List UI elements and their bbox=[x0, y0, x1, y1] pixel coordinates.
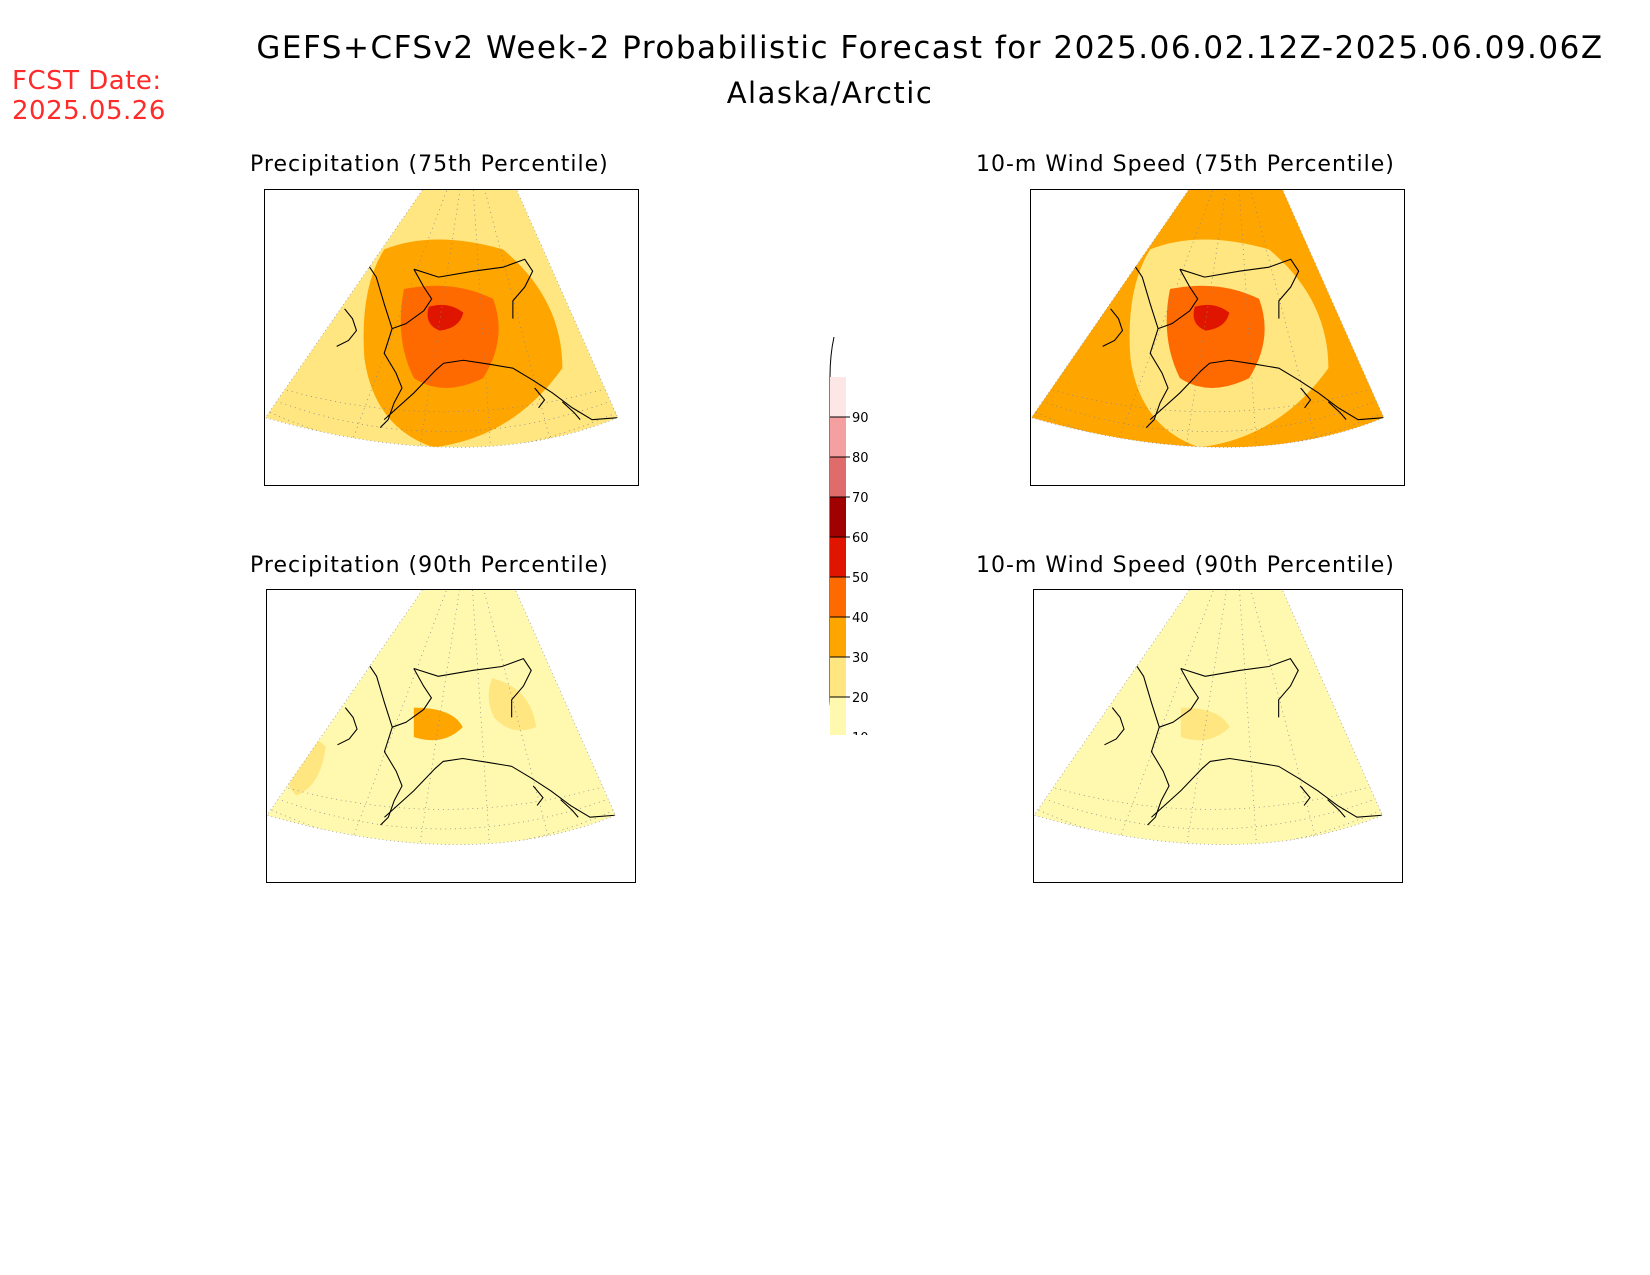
colorbar-box bbox=[830, 377, 846, 417]
graticule bbox=[267, 767, 616, 810]
coastline bbox=[384, 757, 616, 818]
map-contour bbox=[427, 304, 464, 331]
colorbar-box bbox=[830, 577, 846, 617]
graticule bbox=[1034, 767, 1383, 810]
coastline bbox=[1151, 757, 1383, 818]
graticule bbox=[468, 190, 563, 448]
colorbar-tick-label: 60 bbox=[852, 531, 869, 546]
graticule bbox=[1031, 369, 1384, 413]
coastline bbox=[1157, 268, 1199, 330]
map-contour bbox=[413, 707, 463, 741]
coastline bbox=[413, 658, 532, 718]
graticule bbox=[468, 590, 493, 845]
precip90-title: Precipitation (90th Percentile) bbox=[250, 553, 609, 578]
coastline bbox=[336, 308, 358, 347]
graticule bbox=[468, 190, 494, 448]
precip75-map bbox=[264, 189, 639, 486]
subtitle: Alaska/Arctic bbox=[726, 76, 934, 110]
colorbar-tick-label: 80 bbox=[852, 451, 869, 466]
graticule bbox=[1235, 590, 1260, 845]
graticule bbox=[1180, 590, 1236, 845]
coastline bbox=[391, 268, 433, 330]
graticule bbox=[335, 590, 469, 845]
coastline bbox=[560, 799, 579, 818]
coastline bbox=[383, 359, 618, 421]
colorbar-box bbox=[830, 417, 846, 457]
map-contour bbox=[400, 285, 499, 388]
graticule bbox=[1234, 190, 1329, 448]
precip90-map bbox=[266, 589, 636, 883]
coastline bbox=[532, 785, 544, 806]
wind90-title: 10-m Wind Speed (90th Percentile) bbox=[976, 553, 1395, 578]
fcst-date-value: 2025.05.26 bbox=[12, 96, 166, 126]
coastline bbox=[413, 258, 534, 319]
coastline bbox=[534, 387, 546, 409]
graticule bbox=[334, 190, 470, 448]
graticule bbox=[1235, 590, 1328, 845]
coastline bbox=[1102, 308, 1124, 347]
colorbar-tick-label: 70 bbox=[852, 491, 869, 506]
wind75-map bbox=[1030, 189, 1405, 486]
graticule bbox=[1100, 190, 1236, 448]
graticule bbox=[1234, 190, 1260, 448]
graticule bbox=[265, 369, 618, 413]
coastline bbox=[1327, 401, 1347, 421]
colorbar-tick-label: 40 bbox=[852, 611, 869, 626]
precip75-title: Precipitation (75th Percentile) bbox=[250, 152, 609, 177]
colorbar-tick-label: 30 bbox=[852, 651, 869, 666]
graticule bbox=[1102, 590, 1236, 845]
coastline bbox=[1159, 668, 1200, 728]
graticule bbox=[468, 590, 561, 845]
coastline bbox=[1104, 707, 1125, 746]
coastline bbox=[561, 401, 581, 421]
colorbar-tick-label: 90 bbox=[852, 411, 869, 426]
coastline bbox=[364, 658, 403, 826]
coastline bbox=[1327, 799, 1346, 818]
coastline bbox=[1300, 387, 1312, 409]
graticule bbox=[413, 590, 469, 845]
colorbar-tick-label: 10 bbox=[852, 731, 869, 735]
colorbar-tick-label: 50 bbox=[852, 571, 869, 586]
map-contour bbox=[488, 678, 537, 731]
coastline bbox=[1299, 785, 1311, 806]
wind75-title: 10-m Wind Speed (75th Percentile) bbox=[976, 152, 1395, 177]
colorbar-box bbox=[830, 697, 846, 735]
coastline bbox=[1180, 658, 1299, 718]
main-title: GEFS+CFSv2 Week-2 Probabilistic Forecast… bbox=[256, 30, 1604, 66]
fcst-date-label: FCST Date: bbox=[12, 66, 162, 96]
map-contour bbox=[1166, 285, 1265, 388]
coastline bbox=[392, 668, 433, 728]
colorbar-box bbox=[830, 617, 846, 657]
colorbar-box bbox=[830, 537, 846, 577]
colorbar: 10 20 30 40 50 60 70 80 90 bbox=[829, 336, 869, 735]
colorbar-box bbox=[830, 497, 846, 537]
coastline bbox=[363, 258, 403, 428]
colorbar-box bbox=[830, 657, 846, 697]
wind90-map bbox=[1033, 589, 1403, 883]
coastline bbox=[1179, 258, 1300, 319]
coastline bbox=[1149, 359, 1384, 421]
colorbar-box bbox=[830, 457, 846, 497]
map-contour bbox=[1180, 707, 1230, 741]
map-contour bbox=[1193, 304, 1230, 331]
map-contour bbox=[1255, 678, 1304, 731]
coastline bbox=[337, 707, 358, 746]
coastline bbox=[1131, 658, 1170, 826]
coastline bbox=[1129, 258, 1169, 428]
colorbar-tick-label: 20 bbox=[852, 691, 869, 706]
